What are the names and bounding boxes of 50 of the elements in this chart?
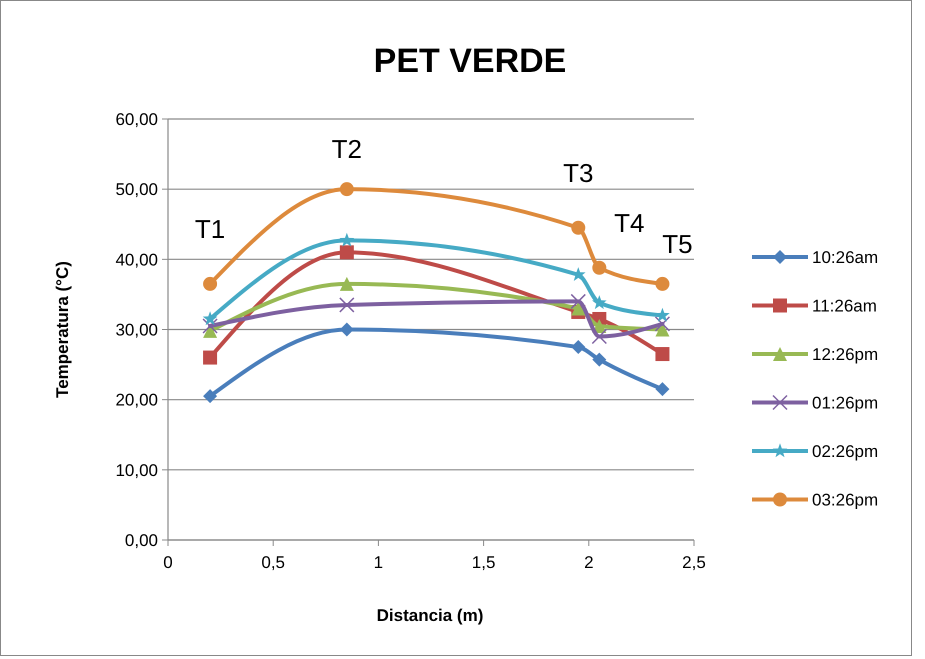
x-tick-label: 1 [374,553,384,572]
x-tick-label: 1,5 [472,553,496,572]
point [203,350,218,365]
y-tick-label: 30,00 [115,320,158,340]
y-tick-label: 0,00 [124,530,158,550]
point [340,245,354,260]
point [571,340,586,354]
point [592,328,608,344]
annotation: T5 [662,228,693,259]
legend-label: 03:26pm [812,490,878,510]
point [340,182,354,196]
point [655,347,670,362]
legend-label: 11:26am [812,296,877,316]
point [339,297,355,313]
annotation: T4 [614,208,644,238]
point [592,260,606,275]
point [570,294,586,310]
point [655,382,670,396]
y-axis-title: Temperatura (°C) [53,261,72,398]
x-axis-title: Distancia (m) [376,606,484,625]
legend-label: 12:26pm [812,344,878,364]
annotation: T1 [194,214,226,244]
x-tick-label: 0 [163,553,173,572]
point [655,276,670,291]
point [592,295,607,310]
legend-label: 02:26pm [812,442,878,461]
point [592,352,606,367]
y-tick-label: 10,00 [115,460,158,480]
point [340,322,354,336]
y-tick-label: 50,00 [115,180,158,200]
point [202,311,218,326]
chart-title: PET VERDE [374,42,566,80]
legend-label: 01:26pm [812,393,878,412]
x-tick-label: 0,5 [261,553,286,572]
point [654,316,670,332]
legend-label: 10:26am [812,248,878,267]
annotation: T2 [332,134,362,164]
point [340,232,354,247]
point [340,276,354,291]
point [203,389,218,404]
y-tick-label: 20,00 [115,390,158,410]
point [571,301,586,316]
y-tick-label: 40,00 [115,250,158,270]
point [571,220,586,235]
point [202,318,218,334]
annotation: T3 [563,158,594,188]
y-tick-label: 60,00 [115,110,158,129]
x-tick-label: 2,5 [682,553,706,572]
x-tick-label: 2 [584,553,594,572]
point [203,276,218,291]
